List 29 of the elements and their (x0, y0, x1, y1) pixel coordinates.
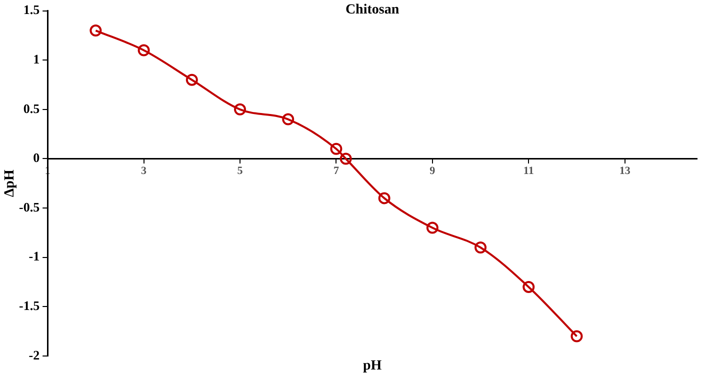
x-axis-title: pH (362, 358, 382, 374)
chart-title: Chitosan (345, 2, 400, 18)
x-tick-label: 13 (619, 165, 631, 178)
y-tick-label: 0.5 (23, 100, 40, 116)
point (138, 44, 150, 56)
x-tick-label: 9 (430, 165, 436, 178)
point (282, 113, 294, 126)
point (186, 74, 198, 86)
point (340, 152, 352, 165)
y-tick-label: 1 (33, 51, 40, 66)
y-tick-label: 0 (33, 150, 40, 166)
x-tick-label: 3 (141, 165, 148, 178)
x-tick-label: 7 (333, 165, 340, 178)
x-tick-label: 5 (237, 165, 244, 178)
x-tick-label: 11 (523, 165, 534, 178)
y-tick-label: -0.5 (18, 199, 40, 214)
point (330, 142, 342, 155)
y-axis-title: ΔpH (2, 170, 18, 198)
point (90, 24, 102, 37)
point (234, 103, 246, 116)
y-tick-label: 1.5 (23, 2, 40, 18)
y-tick-label: -1 (28, 248, 40, 264)
point (474, 242, 487, 254)
point (570, 330, 583, 342)
point (378, 192, 390, 204)
y-tick-label: -2 (28, 347, 40, 362)
point (426, 222, 438, 234)
point (522, 280, 535, 293)
y-tick-label: -1.5 (18, 298, 40, 314)
